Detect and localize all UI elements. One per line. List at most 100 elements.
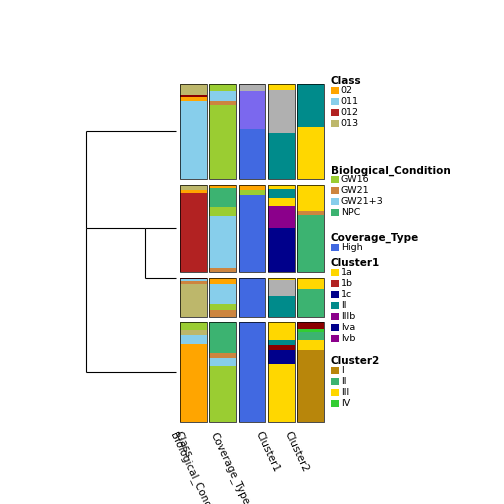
Bar: [268, 280, 295, 296]
Bar: [210, 322, 236, 422]
Bar: [239, 322, 265, 422]
Text: 1b: 1b: [341, 279, 353, 288]
Bar: [297, 332, 324, 340]
Bar: [239, 84, 265, 179]
Bar: [268, 84, 295, 179]
Text: GW16: GW16: [341, 175, 369, 184]
Bar: [268, 340, 295, 345]
Text: 1a: 1a: [341, 269, 353, 277]
Bar: [180, 101, 207, 179]
Bar: [268, 207, 295, 228]
Bar: [268, 189, 295, 198]
Bar: [210, 207, 236, 216]
Bar: [331, 109, 339, 116]
Bar: [180, 184, 207, 272]
Bar: [297, 127, 324, 179]
Bar: [297, 84, 324, 127]
Bar: [331, 324, 339, 331]
Bar: [297, 215, 324, 272]
Bar: [210, 353, 236, 358]
Bar: [180, 95, 207, 97]
Bar: [210, 216, 236, 269]
Bar: [331, 313, 339, 320]
Bar: [239, 91, 265, 130]
Bar: [210, 278, 236, 317]
Bar: [210, 105, 236, 179]
Text: Cluster1: Cluster1: [331, 259, 380, 269]
Bar: [297, 184, 324, 272]
Bar: [331, 176, 339, 183]
Bar: [268, 296, 295, 317]
Bar: [331, 198, 339, 205]
Bar: [210, 304, 236, 309]
Text: Iva: Iva: [341, 323, 355, 332]
Text: 012: 012: [341, 108, 359, 117]
Bar: [210, 358, 236, 366]
Bar: [210, 188, 236, 207]
Bar: [297, 278, 324, 289]
Bar: [180, 278, 207, 317]
Bar: [180, 84, 207, 179]
Text: 013: 013: [341, 118, 359, 128]
Bar: [331, 291, 339, 298]
Text: 1c: 1c: [341, 290, 352, 299]
Bar: [180, 281, 207, 284]
Text: IV: IV: [341, 399, 350, 408]
Bar: [239, 195, 265, 272]
Text: Cluster1: Cluster1: [254, 430, 281, 474]
Bar: [297, 84, 324, 179]
Bar: [331, 209, 339, 216]
Bar: [268, 364, 295, 422]
Bar: [331, 389, 339, 396]
Bar: [239, 184, 265, 272]
Bar: [210, 84, 236, 91]
Bar: [210, 184, 236, 188]
Bar: [297, 211, 324, 215]
Bar: [210, 101, 236, 105]
Text: III: III: [341, 388, 349, 397]
Bar: [268, 90, 295, 133]
Bar: [210, 84, 236, 179]
Text: Cluster2: Cluster2: [283, 430, 310, 474]
Bar: [180, 84, 207, 95]
Text: 02: 02: [341, 86, 353, 95]
Bar: [239, 190, 265, 195]
Text: NPC: NPC: [341, 208, 360, 217]
Text: Biological_Condition: Biological_Condition: [331, 165, 450, 175]
Bar: [210, 322, 236, 353]
Text: Class: Class: [173, 430, 194, 459]
Bar: [239, 84, 265, 91]
Text: Ivb: Ivb: [341, 334, 355, 343]
Bar: [297, 350, 324, 422]
Bar: [331, 270, 339, 276]
Text: Coverage_Type: Coverage_Type: [331, 233, 419, 243]
Text: GW21: GW21: [341, 186, 369, 195]
Text: I: I: [341, 366, 343, 375]
Bar: [210, 91, 236, 101]
Bar: [268, 345, 295, 350]
Bar: [239, 322, 265, 422]
Bar: [331, 187, 339, 194]
Bar: [331, 87, 339, 94]
Text: Biological_Condition: Biological_Condition: [168, 430, 223, 504]
Bar: [297, 322, 324, 422]
Bar: [297, 278, 324, 317]
Bar: [210, 269, 236, 272]
Text: High: High: [341, 243, 362, 252]
Bar: [210, 366, 236, 422]
Text: GW21+3: GW21+3: [341, 197, 384, 206]
Bar: [180, 344, 207, 422]
Bar: [239, 278, 265, 317]
Bar: [297, 184, 324, 211]
Bar: [268, 184, 295, 189]
Bar: [268, 322, 295, 422]
Bar: [210, 278, 236, 284]
Bar: [180, 190, 207, 194]
Bar: [239, 184, 265, 190]
Bar: [268, 278, 295, 280]
Bar: [210, 184, 236, 272]
Bar: [180, 279, 207, 281]
Bar: [331, 98, 339, 105]
Bar: [180, 330, 207, 335]
Bar: [297, 340, 324, 350]
